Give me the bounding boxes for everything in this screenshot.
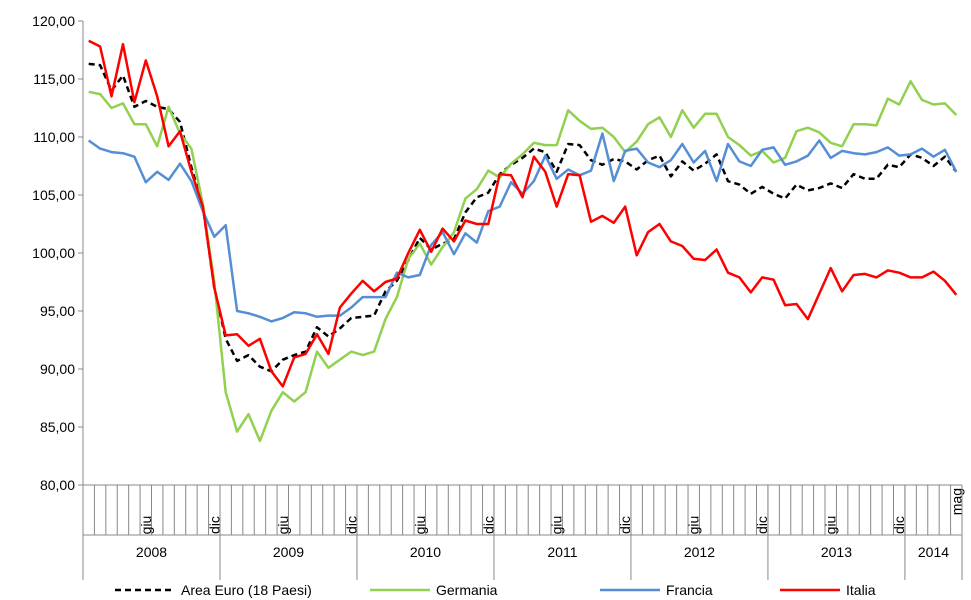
y-tick-label: 90,00 [40, 361, 75, 377]
series-line [87, 132, 958, 323]
y-tick-label: 85,00 [40, 419, 75, 435]
x-tick-label: giu [686, 516, 702, 535]
x-tick-label: dic [343, 516, 359, 534]
x-tick-label: dic [480, 516, 496, 534]
x-tick-label: mag [948, 488, 964, 515]
year-label: 2010 [410, 544, 441, 560]
legend-label: Francia [666, 582, 713, 598]
year-label: 2012 [684, 544, 715, 560]
year-label: 2009 [273, 544, 304, 560]
year-label: 2008 [136, 544, 167, 560]
series-line [88, 80, 958, 443]
x-tick-label: dic [754, 516, 770, 534]
year-label: 2014 [918, 544, 949, 560]
y-tick-label: 110,00 [33, 129, 75, 145]
x-tick-label: giu [138, 516, 154, 535]
y-tick-label: 115,00 [33, 71, 75, 87]
legend-label: Area Euro (18 Paesi) [181, 582, 312, 598]
year-label: 2011 [547, 544, 577, 560]
y-tick-label: 120,00 [32, 13, 75, 29]
legend-label: Germania [436, 582, 498, 598]
x-tick-label: giu [275, 516, 291, 535]
x-tick-label: giu [823, 516, 839, 535]
x-tick-label: dic [891, 516, 907, 534]
y-tick-label: 80,00 [40, 477, 75, 493]
series-line [88, 62, 958, 373]
x-tick-label: giu [549, 516, 565, 535]
legend-label: Italia [846, 582, 876, 598]
x-tick-label: dic [206, 516, 222, 534]
series-line [88, 39, 958, 388]
y-tick-label: 105,00 [32, 187, 75, 203]
y-tick-label: 100,00 [32, 245, 75, 261]
x-tick-label: giu [412, 516, 428, 535]
x-tick-label: dic [617, 516, 633, 534]
y-tick-label: 95,00 [40, 303, 75, 319]
year-label: 2013 [821, 544, 852, 560]
